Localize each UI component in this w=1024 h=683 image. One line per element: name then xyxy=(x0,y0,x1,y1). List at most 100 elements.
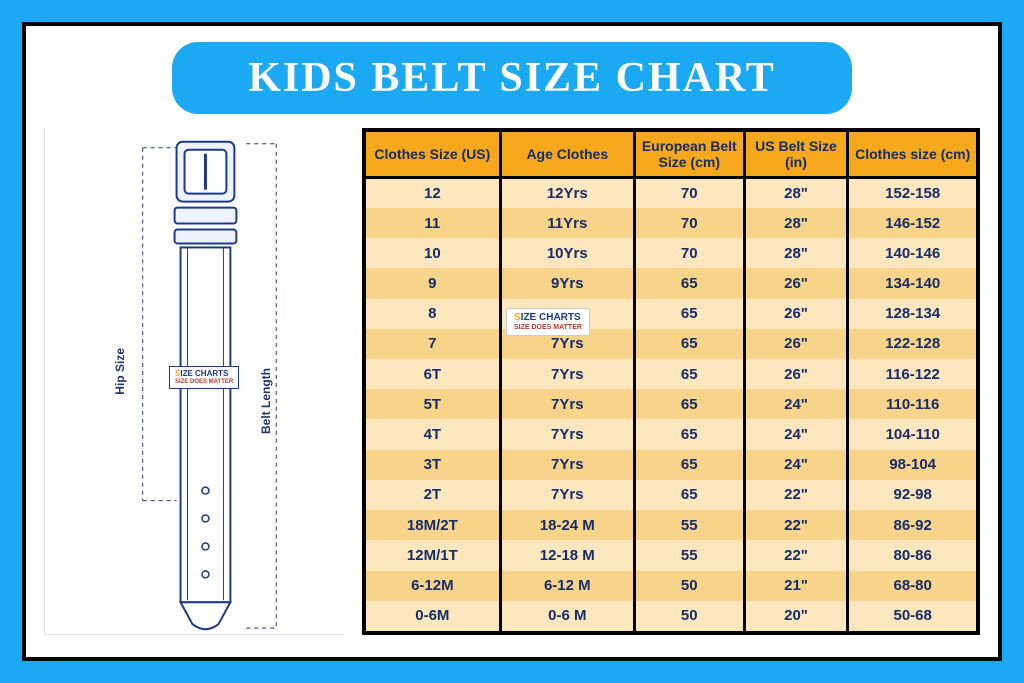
table-cell: 10Yrs xyxy=(500,238,634,268)
table-cell: 26" xyxy=(744,359,848,389)
table-row: 2T7Yrs6522"92-98 xyxy=(366,480,976,510)
table-cell: 55 xyxy=(634,510,744,540)
table-cell: 7Yrs xyxy=(500,480,634,510)
table-row: 99Yrs6526"134-140 xyxy=(366,268,976,298)
page-title: KIDS BELT SIZE CHART xyxy=(172,42,852,114)
table-cell: 24" xyxy=(744,450,848,480)
col-us-belt-in: US Belt Size (in) xyxy=(744,132,848,178)
table-cell: 5T xyxy=(366,389,500,419)
hip-size-label: Hip Size xyxy=(113,348,127,395)
content-row: Hip Size Belt Length SIZE CHARTS SIZE DO… xyxy=(44,128,980,635)
table-cell: 18-24 M xyxy=(500,510,634,540)
table-cell: 55 xyxy=(634,540,744,570)
table-cell: 3T xyxy=(366,450,500,480)
table-cell: 6-12M xyxy=(366,571,500,601)
table-row: 1010Yrs7028"140-146 xyxy=(366,238,976,268)
table-cell: 50 xyxy=(634,601,744,631)
size-table: Clothes Size (US) Age Clothes European B… xyxy=(366,132,976,631)
belt-length-label: Belt Length xyxy=(259,368,273,434)
table-cell: 50 xyxy=(634,571,744,601)
watermark-logo: SIZE CHARTS SIZE DOES MATTER xyxy=(506,308,590,336)
table-row: 5T7Yrs6524"110-116 xyxy=(366,389,976,419)
table-cell: 65 xyxy=(634,389,744,419)
table-cell: 22" xyxy=(744,510,848,540)
table-cell: 11 xyxy=(366,208,500,238)
table-cell: 70 xyxy=(634,238,744,268)
table-row: 18M/2T18-24 M5522"86-92 xyxy=(366,510,976,540)
col-clothes-size-us: Clothes Size (US) xyxy=(366,132,500,178)
table-cell: 116-122 xyxy=(848,359,976,389)
table-cell: 7Yrs xyxy=(500,419,634,449)
table-row: 1212Yrs7028"152-158 xyxy=(366,178,976,208)
table-cell: 7 xyxy=(366,329,500,359)
table-cell: 8 xyxy=(366,299,500,329)
table-cell: 12 xyxy=(366,178,500,208)
table-cell: 6T xyxy=(366,359,500,389)
table-cell: 24" xyxy=(744,389,848,419)
table-cell: 128-134 xyxy=(848,299,976,329)
table-cell: 65 xyxy=(634,450,744,480)
table-cell: 26" xyxy=(744,268,848,298)
table-cell: 68-80 xyxy=(848,571,976,601)
table-cell: 12M/1T xyxy=(366,540,500,570)
table-cell: 98-104 xyxy=(848,450,976,480)
table-cell: 6-12 M xyxy=(500,571,634,601)
table-cell: 110-116 xyxy=(848,389,976,419)
table-cell: 9 xyxy=(366,268,500,298)
chart-frame: KIDS BELT SIZE CHART xyxy=(22,22,1002,661)
table-cell: 140-146 xyxy=(848,238,976,268)
table-cell: 28" xyxy=(744,178,848,208)
table-cell: 28" xyxy=(744,238,848,268)
table-cell: 65 xyxy=(634,419,744,449)
table-cell: 12-18 M xyxy=(500,540,634,570)
table-body: 1212Yrs7028"152-1581111Yrs7028"146-15210… xyxy=(366,178,976,631)
table-cell: 7Yrs xyxy=(500,450,634,480)
table-cell: 70 xyxy=(634,208,744,238)
col-clothes-size-cm: Clothes size (cm) xyxy=(848,132,976,178)
size-table-container: Clothes Size (US) Age Clothes European B… xyxy=(362,128,980,635)
table-row: 1111Yrs7028"146-152 xyxy=(366,208,976,238)
table-cell: 22" xyxy=(744,540,848,570)
table-row: 6T7Yrs6526"116-122 xyxy=(366,359,976,389)
table-cell: 10 xyxy=(366,238,500,268)
col-eu-belt-cm: European Belt Size (cm) xyxy=(634,132,744,178)
table-cell: 104-110 xyxy=(848,419,976,449)
table-cell: 0-6M xyxy=(366,601,500,631)
table-cell: 0-6 M xyxy=(500,601,634,631)
table-cell: 146-152 xyxy=(848,208,976,238)
table-row: 88Yrs6526"128-134 xyxy=(366,299,976,329)
table-cell: 152-158 xyxy=(848,178,976,208)
table-cell: 9Yrs xyxy=(500,268,634,298)
table-row: 4T7Yrs6524"104-110 xyxy=(366,419,976,449)
table-cell: 18M/2T xyxy=(366,510,500,540)
table-cell: 86-92 xyxy=(848,510,976,540)
table-cell: 7Yrs xyxy=(500,389,634,419)
table-cell: 26" xyxy=(744,329,848,359)
table-row: 3T7Yrs6524"98-104 xyxy=(366,450,976,480)
table-cell: 4T xyxy=(366,419,500,449)
table-cell: 134-140 xyxy=(848,268,976,298)
table-cell: 22" xyxy=(744,480,848,510)
table-cell: 7Yrs xyxy=(500,359,634,389)
table-cell: 26" xyxy=(744,299,848,329)
belt-diagram: Hip Size Belt Length SIZE CHARTS SIZE DO… xyxy=(44,128,344,635)
table-cell: 2T xyxy=(366,480,500,510)
table-cell: 24" xyxy=(744,419,848,449)
table-cell: 92-98 xyxy=(848,480,976,510)
table-cell: 65 xyxy=(634,359,744,389)
table-cell: 28" xyxy=(744,208,848,238)
logo-stamp: SIZE CHARTS SIZE DOES MATTER xyxy=(169,366,239,389)
table-cell: 11Yrs xyxy=(500,208,634,238)
table-row: 6-12M6-12 M5021"68-80 xyxy=(366,571,976,601)
col-age-clothes: Age Clothes xyxy=(500,132,634,178)
table-cell: 70 xyxy=(634,178,744,208)
table-cell: 21" xyxy=(744,571,848,601)
table-row: 0-6M0-6 M5020"50-68 xyxy=(366,601,976,631)
table-cell: 122-128 xyxy=(848,329,976,359)
table-row: 12M/1T12-18 M5522"80-86 xyxy=(366,540,976,570)
table-cell: 50-68 xyxy=(848,601,976,631)
table-cell: 65 xyxy=(634,299,744,329)
table-cell: 80-86 xyxy=(848,540,976,570)
table-header-row: Clothes Size (US) Age Clothes European B… xyxy=(366,132,976,178)
table-row: 77Yrs6526"122-128 xyxy=(366,329,976,359)
